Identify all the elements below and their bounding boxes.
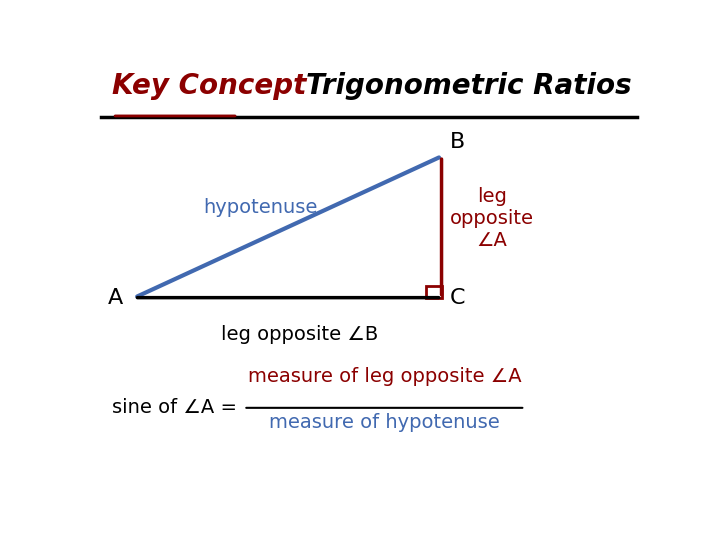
Text: measure of hypotenuse: measure of hypotenuse bbox=[269, 413, 500, 432]
Text: Trigonometric Ratios: Trigonometric Ratios bbox=[305, 72, 631, 100]
Text: B: B bbox=[450, 132, 465, 152]
Text: leg opposite ∠B: leg opposite ∠B bbox=[220, 325, 378, 343]
Text: C: C bbox=[450, 288, 465, 308]
Text: leg
opposite
∠A: leg opposite ∠A bbox=[450, 187, 534, 250]
Text: sine of ∠A =: sine of ∠A = bbox=[112, 399, 243, 417]
Text: Key Concept: Key Concept bbox=[112, 72, 307, 100]
Text: hypotenuse: hypotenuse bbox=[203, 198, 318, 217]
Bar bbox=[426, 286, 441, 298]
Text: A: A bbox=[108, 288, 124, 308]
Text: measure of leg opposite ∠A: measure of leg opposite ∠A bbox=[248, 367, 521, 386]
